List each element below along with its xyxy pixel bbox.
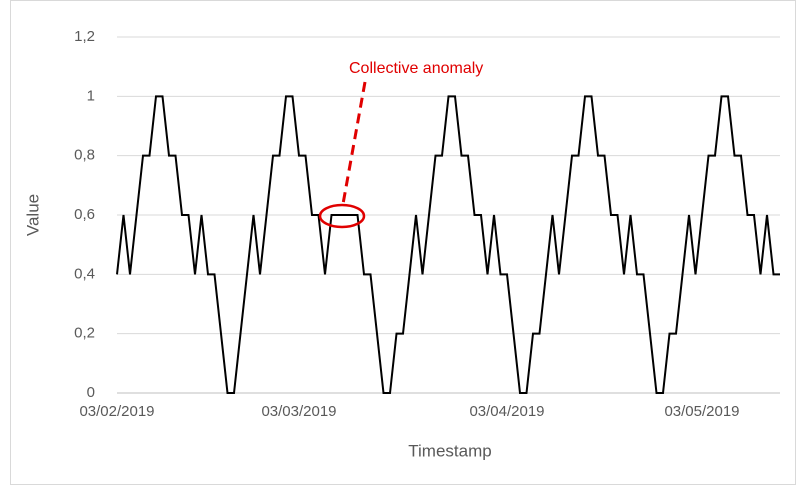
x-tick-label: 03/02/2019	[79, 403, 154, 420]
x-tick-label: 03/04/2019	[469, 403, 544, 420]
data-line	[116, 95, 780, 394]
y-tick-label: 0,8	[74, 147, 95, 164]
x-axis-title: Timestamp	[408, 441, 491, 460]
y-tick-label: 0,4	[74, 265, 95, 282]
y-axis-title: Value	[23, 194, 42, 236]
y-tick-label: 0,6	[74, 206, 95, 223]
y-tick-label: 0,2	[74, 325, 95, 342]
annotation-arrow	[341, 81, 367, 205]
y-tick-label: 1	[87, 87, 95, 104]
annotation-ellipse	[318, 203, 366, 229]
chart-border	[10, 0, 796, 485]
x-tick-label: 03/03/2019	[261, 403, 336, 420]
y-tick-label: 0	[87, 384, 95, 401]
annotation: Collective anomaly	[349, 60, 483, 77]
y-tick-label: 1,2	[74, 28, 95, 45]
x-tick-label: 03/05/2019	[664, 403, 739, 420]
plot-area: 0 0,2 0,4 0,6 0,8 1 1,2 03/02/2019 03/03/2019 03/…	[74, 28, 780, 420]
